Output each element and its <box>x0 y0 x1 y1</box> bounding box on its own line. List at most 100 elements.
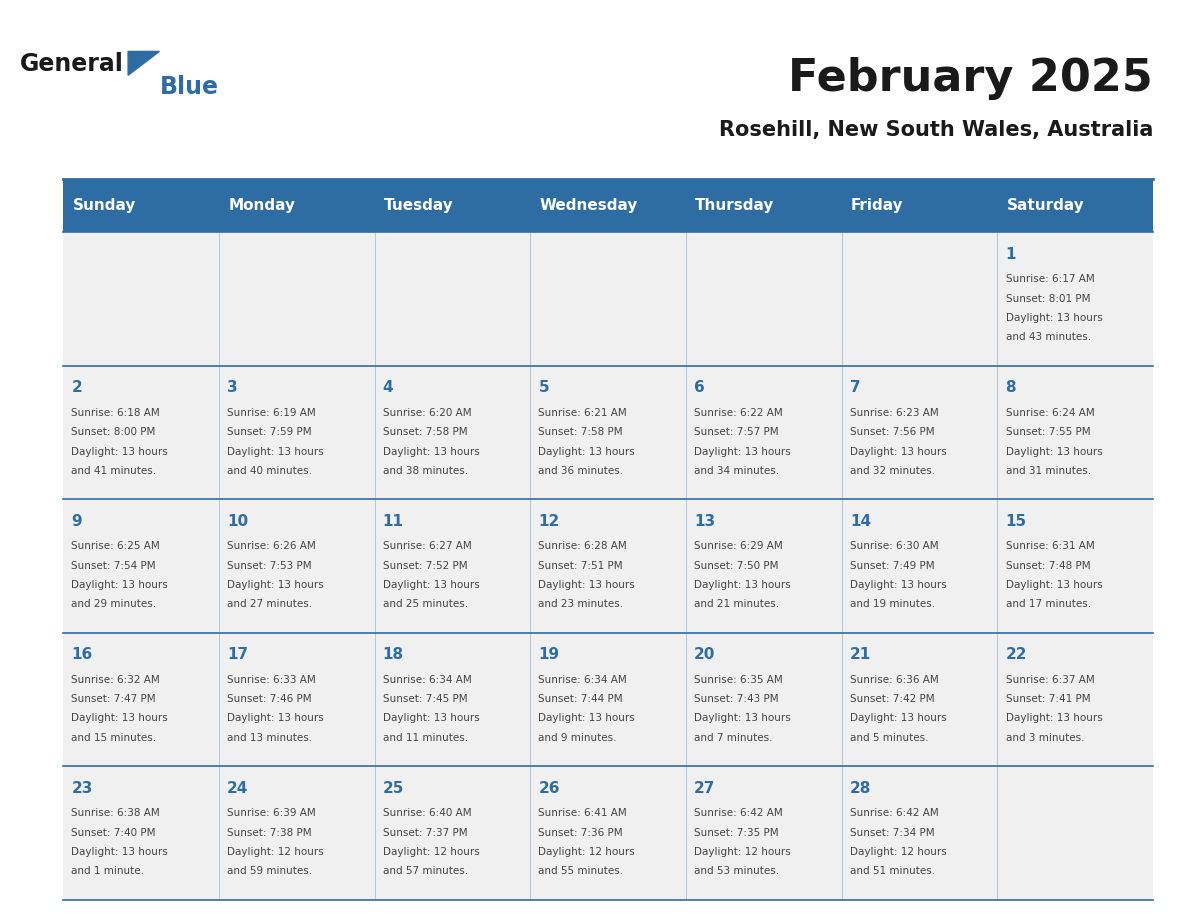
Text: Sunrise: 6:41 AM: Sunrise: 6:41 AM <box>538 809 627 818</box>
Text: Daylight: 13 hours: Daylight: 13 hours <box>538 446 636 456</box>
Text: 11: 11 <box>383 514 404 529</box>
Text: 4: 4 <box>383 380 393 396</box>
Text: Sunset: 7:55 PM: Sunset: 7:55 PM <box>1005 427 1091 437</box>
Text: and 5 minutes.: and 5 minutes. <box>849 733 928 743</box>
Bar <box>63 767 1154 900</box>
Text: Tuesday: Tuesday <box>384 198 454 213</box>
Text: and 31 minutes.: and 31 minutes. <box>1005 465 1091 476</box>
Text: and 25 minutes.: and 25 minutes. <box>383 599 468 610</box>
Text: Sunset: 7:49 PM: Sunset: 7:49 PM <box>849 561 935 571</box>
Text: Daylight: 13 hours: Daylight: 13 hours <box>1005 580 1102 590</box>
Text: and 15 minutes.: and 15 minutes. <box>71 733 157 743</box>
Text: Sunrise: 6:36 AM: Sunrise: 6:36 AM <box>849 675 939 685</box>
Text: Sunrise: 6:37 AM: Sunrise: 6:37 AM <box>1005 675 1094 685</box>
Text: and 1 minute.: and 1 minute. <box>71 867 144 876</box>
Text: and 43 minutes.: and 43 minutes. <box>1005 332 1091 342</box>
Text: 24: 24 <box>227 781 248 796</box>
Text: and 38 minutes.: and 38 minutes. <box>383 465 468 476</box>
Text: Daylight: 13 hours: Daylight: 13 hours <box>227 713 324 723</box>
Text: Sunrise: 6:34 AM: Sunrise: 6:34 AM <box>383 675 472 685</box>
Text: 20: 20 <box>694 647 715 663</box>
Text: and 29 minutes.: and 29 minutes. <box>71 599 157 610</box>
Text: Sunrise: 6:32 AM: Sunrise: 6:32 AM <box>71 675 160 685</box>
Text: Sunrise: 6:22 AM: Sunrise: 6:22 AM <box>694 408 783 418</box>
Text: Daylight: 13 hours: Daylight: 13 hours <box>1005 713 1102 723</box>
Text: 27: 27 <box>694 781 715 796</box>
Text: and 17 minutes.: and 17 minutes. <box>1005 599 1091 610</box>
Text: Daylight: 13 hours: Daylight: 13 hours <box>227 446 324 456</box>
Text: Thursday: Thursday <box>695 198 775 213</box>
Text: Sunset: 7:58 PM: Sunset: 7:58 PM <box>538 427 623 437</box>
Text: Daylight: 13 hours: Daylight: 13 hours <box>383 713 480 723</box>
Text: 12: 12 <box>538 514 560 529</box>
Text: 18: 18 <box>383 647 404 663</box>
Text: 10: 10 <box>227 514 248 529</box>
Text: Daylight: 13 hours: Daylight: 13 hours <box>849 713 947 723</box>
Text: Sunrise: 6:29 AM: Sunrise: 6:29 AM <box>694 542 783 552</box>
Text: 22: 22 <box>1005 647 1028 663</box>
Text: Daylight: 13 hours: Daylight: 13 hours <box>694 446 791 456</box>
Text: Daylight: 13 hours: Daylight: 13 hours <box>383 580 480 590</box>
Text: 16: 16 <box>71 647 93 663</box>
Text: Sunrise: 6:17 AM: Sunrise: 6:17 AM <box>1005 274 1094 285</box>
Text: Sunrise: 6:25 AM: Sunrise: 6:25 AM <box>71 542 160 552</box>
Text: Wednesday: Wednesday <box>539 198 638 213</box>
Text: Sunrise: 6:30 AM: Sunrise: 6:30 AM <box>849 542 939 552</box>
Text: 17: 17 <box>227 647 248 663</box>
Text: Sunrise: 6:40 AM: Sunrise: 6:40 AM <box>383 809 472 818</box>
Bar <box>63 232 1154 365</box>
Text: and 57 minutes.: and 57 minutes. <box>383 867 468 876</box>
Text: Sunrise: 6:24 AM: Sunrise: 6:24 AM <box>1005 408 1094 418</box>
Text: and 59 minutes.: and 59 minutes. <box>227 867 312 876</box>
Text: and 55 minutes.: and 55 minutes. <box>538 867 624 876</box>
Text: Daylight: 13 hours: Daylight: 13 hours <box>71 713 168 723</box>
Text: Saturday: Saturday <box>1006 198 1085 213</box>
Text: and 13 minutes.: and 13 minutes. <box>227 733 312 743</box>
Bar <box>63 365 1154 499</box>
Text: Sunset: 7:36 PM: Sunset: 7:36 PM <box>538 828 623 837</box>
Bar <box>63 179 1154 232</box>
Text: Daylight: 12 hours: Daylight: 12 hours <box>227 847 324 856</box>
Text: Sunset: 7:54 PM: Sunset: 7:54 PM <box>71 561 156 571</box>
Text: Sunset: 7:53 PM: Sunset: 7:53 PM <box>227 561 311 571</box>
Text: and 34 minutes.: and 34 minutes. <box>694 465 779 476</box>
Text: Sunset: 7:41 PM: Sunset: 7:41 PM <box>1005 694 1091 704</box>
Text: 28: 28 <box>849 781 871 796</box>
Text: General: General <box>19 52 124 76</box>
Text: Sunrise: 6:38 AM: Sunrise: 6:38 AM <box>71 809 160 818</box>
Text: 7: 7 <box>849 380 860 396</box>
Text: Daylight: 13 hours: Daylight: 13 hours <box>849 580 947 590</box>
Text: Sunset: 7:59 PM: Sunset: 7:59 PM <box>227 427 311 437</box>
Text: 14: 14 <box>849 514 871 529</box>
Text: Sunrise: 6:31 AM: Sunrise: 6:31 AM <box>1005 542 1094 552</box>
Text: Sunrise: 6:42 AM: Sunrise: 6:42 AM <box>694 809 783 818</box>
Text: Daylight: 12 hours: Daylight: 12 hours <box>849 847 947 856</box>
Text: 15: 15 <box>1005 514 1026 529</box>
Text: and 36 minutes.: and 36 minutes. <box>538 465 624 476</box>
Text: Sunset: 7:58 PM: Sunset: 7:58 PM <box>383 427 467 437</box>
Text: Daylight: 13 hours: Daylight: 13 hours <box>538 713 636 723</box>
Text: 1: 1 <box>1005 247 1016 262</box>
Text: and 3 minutes.: and 3 minutes. <box>1005 733 1085 743</box>
Text: Sunrise: 6:23 AM: Sunrise: 6:23 AM <box>849 408 939 418</box>
Text: Sunset: 8:00 PM: Sunset: 8:00 PM <box>71 427 156 437</box>
Text: 2: 2 <box>71 380 82 396</box>
Text: Sunset: 7:46 PM: Sunset: 7:46 PM <box>227 694 311 704</box>
Text: Sunset: 8:01 PM: Sunset: 8:01 PM <box>1005 294 1091 304</box>
Text: Rosehill, New South Wales, Australia: Rosehill, New South Wales, Australia <box>719 120 1154 140</box>
Text: 25: 25 <box>383 781 404 796</box>
Text: Sunset: 7:48 PM: Sunset: 7:48 PM <box>1005 561 1091 571</box>
Text: Friday: Friday <box>851 198 904 213</box>
Text: Sunrise: 6:19 AM: Sunrise: 6:19 AM <box>227 408 316 418</box>
Text: Sunrise: 6:27 AM: Sunrise: 6:27 AM <box>383 542 472 552</box>
Text: Sunrise: 6:28 AM: Sunrise: 6:28 AM <box>538 542 627 552</box>
Text: and 23 minutes.: and 23 minutes. <box>538 599 624 610</box>
Text: Daylight: 12 hours: Daylight: 12 hours <box>383 847 480 856</box>
Text: 23: 23 <box>71 781 93 796</box>
Text: 8: 8 <box>1005 380 1016 396</box>
Text: Sunset: 7:43 PM: Sunset: 7:43 PM <box>694 694 779 704</box>
Text: Sunset: 7:44 PM: Sunset: 7:44 PM <box>538 694 623 704</box>
Text: Sunset: 7:35 PM: Sunset: 7:35 PM <box>694 828 779 837</box>
Text: 5: 5 <box>538 380 549 396</box>
Text: Sunset: 7:51 PM: Sunset: 7:51 PM <box>538 561 623 571</box>
